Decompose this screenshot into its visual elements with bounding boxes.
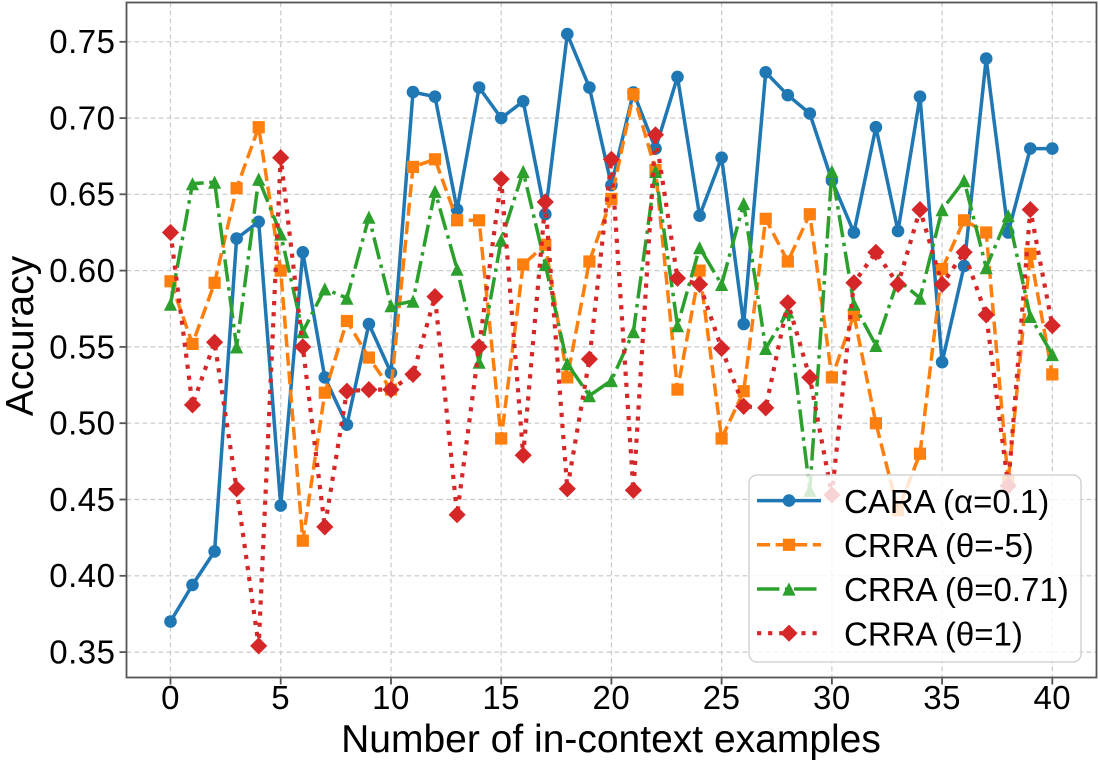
svg-text:Number of in-context examples: Number of in-context examples [341, 718, 881, 761]
svg-text:40: 40 [1033, 679, 1071, 716]
svg-text:5: 5 [271, 679, 290, 716]
svg-text:0.45: 0.45 [49, 481, 115, 518]
svg-text:0.50: 0.50 [49, 405, 115, 442]
svg-text:15: 15 [482, 679, 520, 716]
svg-text:CARA (α=0.1): CARA (α=0.1) [844, 483, 1049, 520]
svg-text:0: 0 [161, 679, 180, 716]
svg-text:30: 30 [813, 679, 851, 716]
svg-text:0.60: 0.60 [49, 252, 115, 289]
svg-text:0.70: 0.70 [49, 100, 115, 137]
svg-text:0.55: 0.55 [49, 328, 115, 365]
svg-text:0.35: 0.35 [49, 634, 115, 671]
svg-text:35: 35 [923, 679, 961, 716]
svg-text:Accuracy: Accuracy [0, 255, 42, 416]
svg-text:0.75: 0.75 [49, 23, 115, 60]
svg-text:0.65: 0.65 [49, 176, 115, 213]
svg-text:CRRA (θ=-5): CRRA (θ=-5) [844, 527, 1034, 564]
svg-text:10: 10 [372, 679, 410, 716]
svg-text:20: 20 [593, 679, 631, 716]
svg-text:0.40: 0.40 [49, 557, 115, 594]
svg-text:25: 25 [703, 679, 741, 716]
svg-text:CRRA (θ=0.71): CRRA (θ=0.71) [844, 571, 1069, 608]
svg-text:CRRA (θ=1): CRRA (θ=1) [844, 615, 1023, 652]
